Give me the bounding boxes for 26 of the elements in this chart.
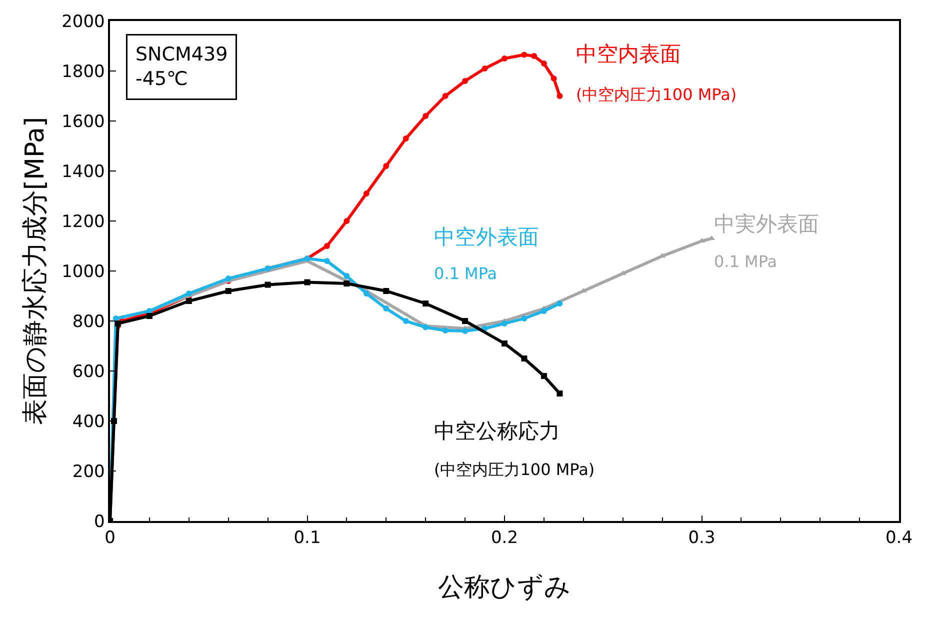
y-tick-label: 600 [72,362,105,382]
text: 中空外表面 [434,225,539,249]
x-axis-title: 公称ひずみ [438,572,571,602]
y-tick-label: 1800 [62,62,105,82]
y-axis-title: 表面の静水応力成分[MPa] [20,116,50,426]
x-tick-label: 0.4 [885,528,913,548]
y-tick-label: 1200 [62,212,105,232]
annotation: 0.1 MPa [434,264,498,283]
annotation: (中空内圧力100 MPa) [434,460,595,479]
x-tick-label: 0.2 [490,528,518,548]
annotation: (中空内圧力100 MPa) [576,85,737,104]
y-tick-label: 200 [72,462,105,482]
series-label: 中実外表面 [714,212,819,236]
y-tick-label: 2000 [62,12,105,32]
y-tick-label: 1600 [62,112,105,132]
annotation: SNCM439 -45℃ [136,44,228,90]
y-tick-label: 1400 [62,162,105,182]
y-tick-label: 800 [72,312,105,332]
x-tick-label: 0.1 [294,528,321,548]
series-label: 中空公称応力 [434,419,560,443]
annotation: 0.1 MPa [714,252,778,271]
y-tick-label: 1000 [62,262,105,282]
x-tick-label: 0.3 [688,528,716,548]
y-tick-label: 400 [72,412,105,432]
series-label: 中空内表面 [576,42,681,66]
y-tick-label: 0 [94,512,105,532]
